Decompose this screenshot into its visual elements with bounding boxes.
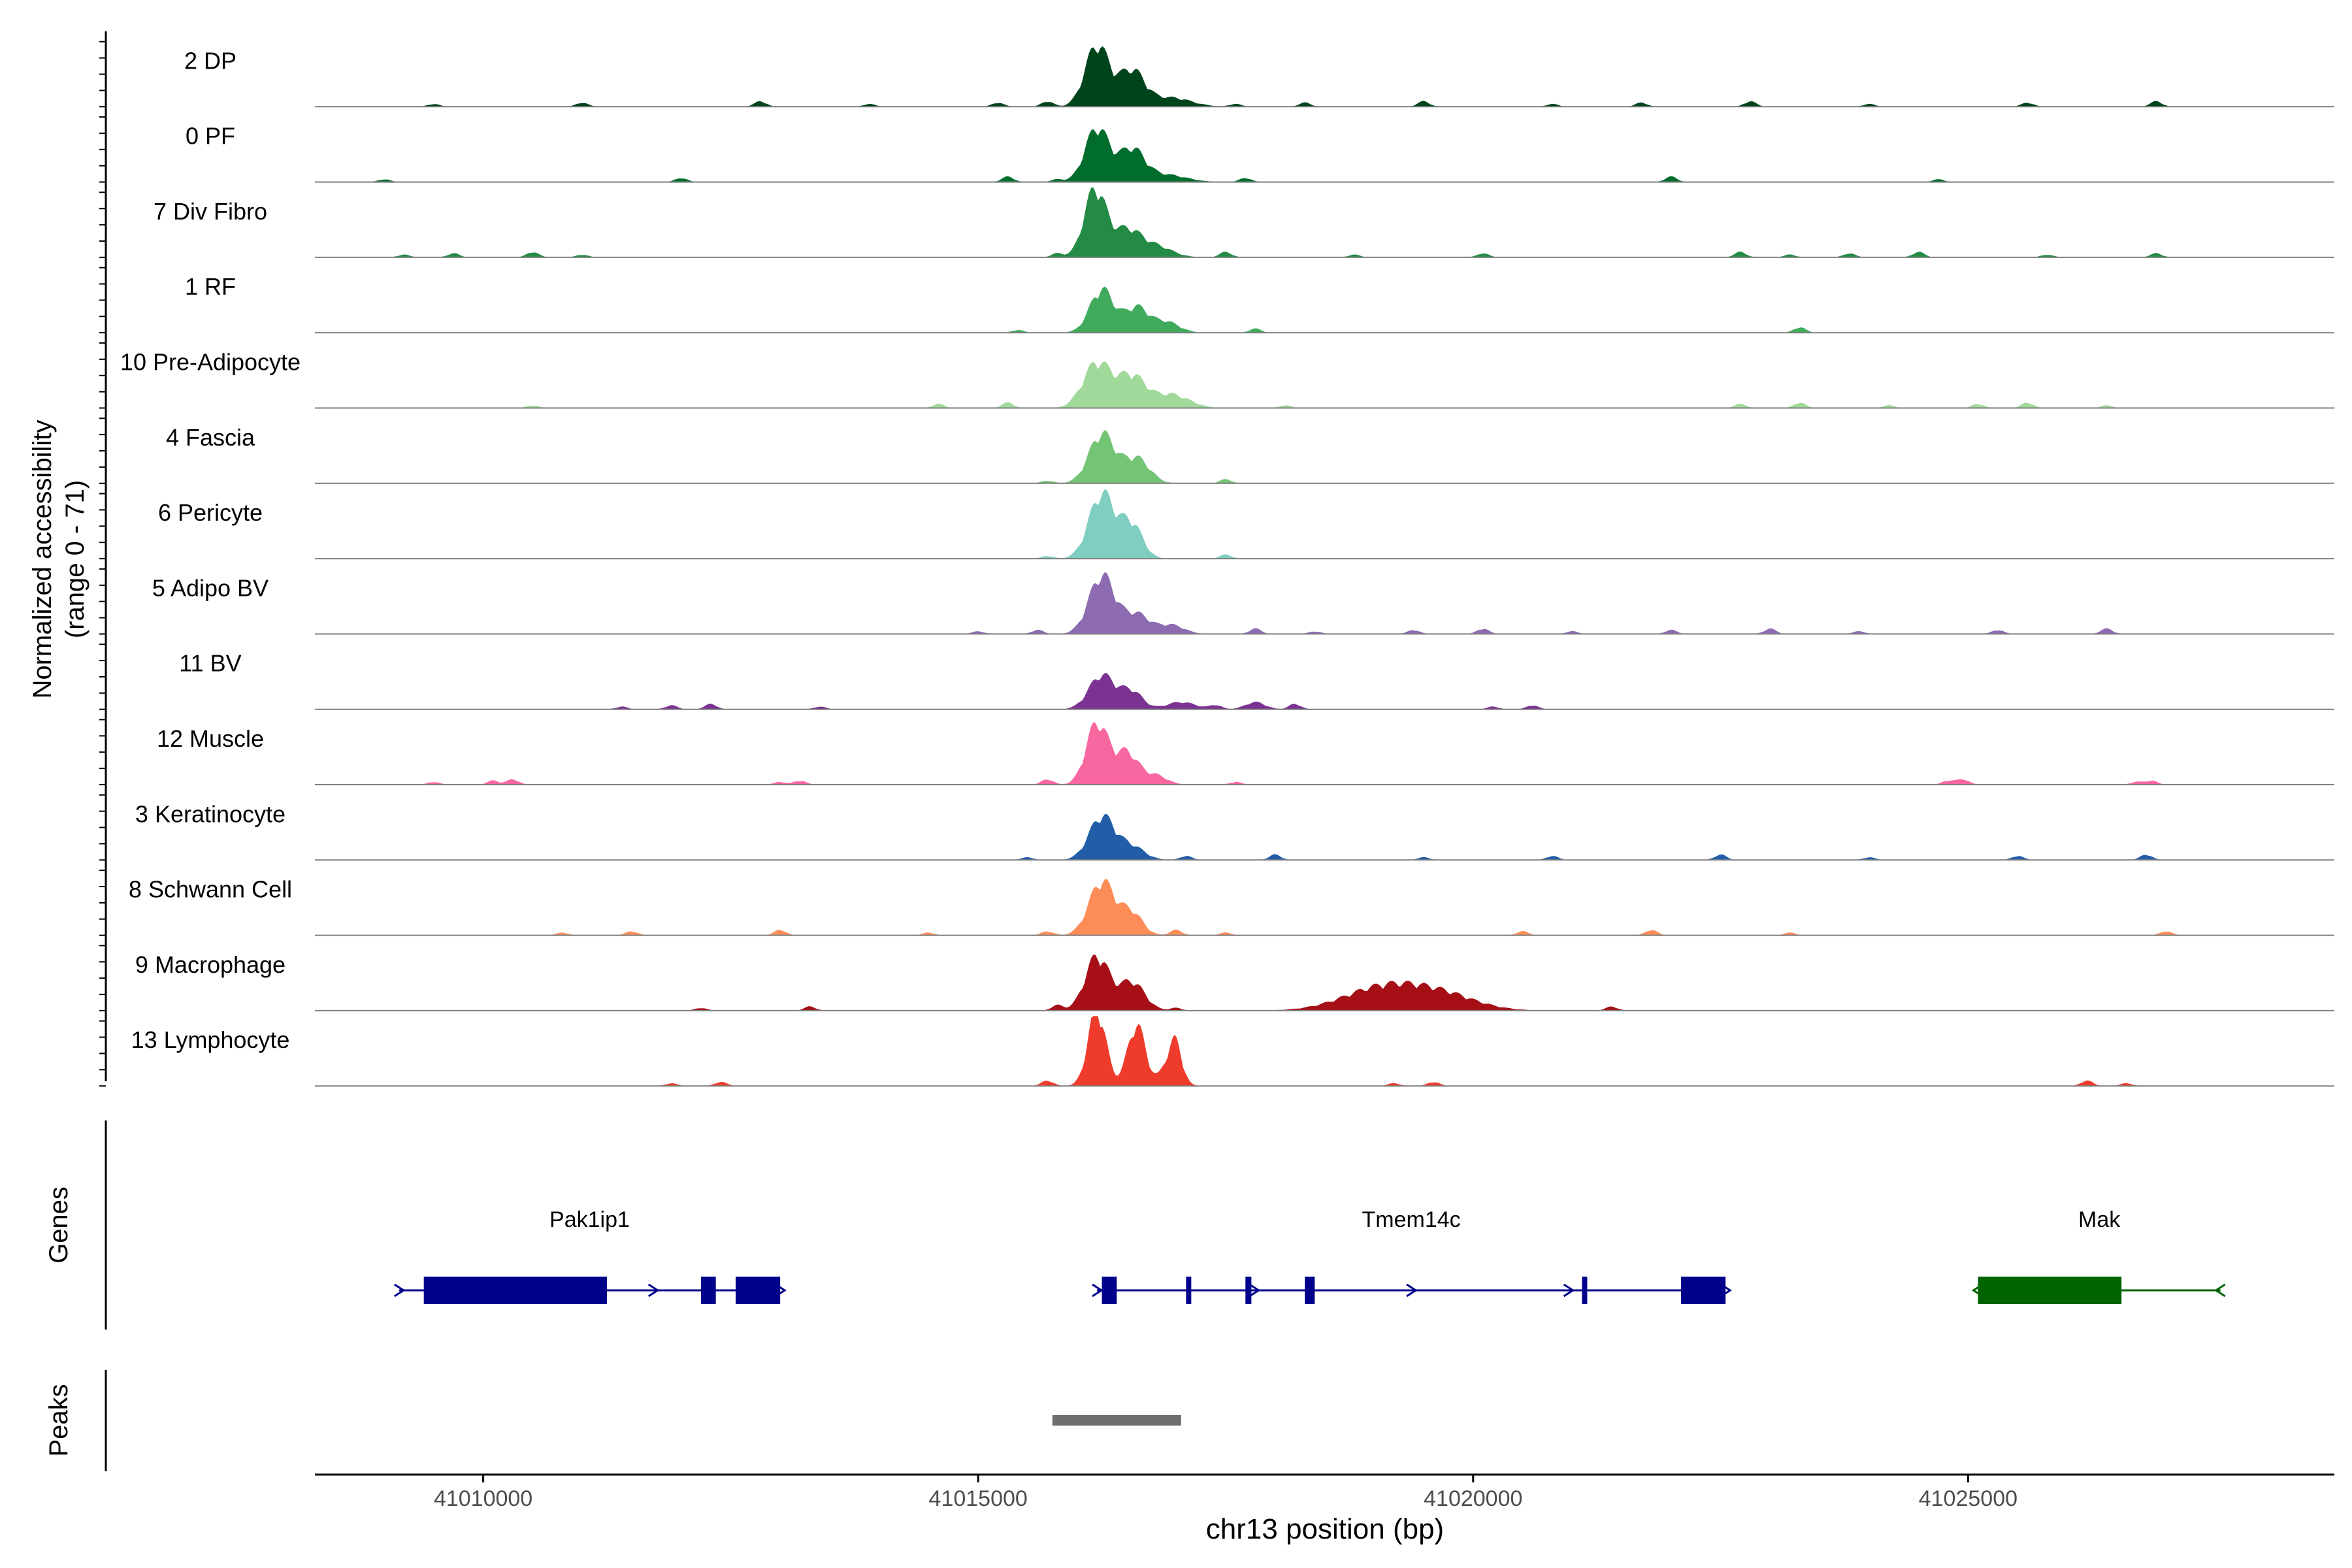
gene-exon	[1102, 1277, 1117, 1304]
gene-exon	[1186, 1277, 1192, 1304]
track-label: 1 RF	[185, 273, 236, 300]
track-label: 10 Pre-Adipocyte	[120, 349, 301, 376]
track-3: 7 Div Fibro	[154, 188, 2334, 258]
coverage-tracks: 2 DP 0 PF 7 Div Fibro 1 RF 10 Pre-Adipocyte 4…	[120, 46, 2334, 1087]
gene-exon	[1680, 1277, 1726, 1304]
track-label: 12 Muscle	[157, 725, 264, 752]
strand-arrow-icon	[1971, 1283, 1984, 1298]
track-label: 13 Lymphocyte	[131, 1026, 290, 1053]
track-4: 1 RF	[185, 273, 2334, 334]
track-label: 11 BV	[179, 650, 241, 677]
track-5: 10 Pre-Adipocyte	[120, 349, 2334, 409]
gene-exon	[1978, 1277, 2122, 1304]
x-tick-label: 41025000	[1919, 1486, 2017, 1511]
track-label: 6 Pericyte	[158, 499, 263, 526]
peaks-panel-label: Peaks	[44, 1384, 73, 1456]
gene-exon	[1305, 1277, 1315, 1304]
track-label: 4 Fascia	[166, 424, 255, 451]
track-14: 13 Lymphocyte	[131, 1016, 2334, 1087]
strand-arrow-icon	[2213, 1283, 2226, 1298]
gene-label: Tmem14c	[1362, 1207, 1461, 1232]
y-axis-range-label: (range 0 - 71)	[61, 480, 90, 638]
strand-arrow-icon	[1249, 1283, 1261, 1298]
gene-tmem14c: Tmem14c	[1092, 1207, 1732, 1304]
x-tick-label: 41015000	[929, 1486, 1028, 1511]
x-tick-label: 41010000	[434, 1486, 532, 1511]
strand-arrow-icon	[1720, 1283, 1732, 1298]
gene-mak: Mak	[1971, 1207, 2226, 1304]
track-1: 2 DP	[184, 46, 2334, 108]
track-label: 8 Schwann Cell	[129, 876, 292, 903]
x-axis-label: chr13 position (bp)	[1206, 1513, 1444, 1545]
track-label: 5 Adipo BV	[152, 574, 269, 601]
strand-arrow-icon	[1406, 1283, 1418, 1298]
strand-arrow-icon	[2093, 1283, 2104, 1298]
strand-arrow-icon	[521, 1283, 533, 1298]
track-11: 3 Keratinocyte	[135, 800, 2334, 861]
track-label: 7 Div Fibro	[154, 198, 267, 225]
gene-label: Mak	[2078, 1207, 2121, 1232]
gene-exon	[1245, 1277, 1252, 1304]
track-2: 0 PF	[186, 123, 2334, 183]
peak-region	[1052, 1415, 1181, 1426]
gene-exon	[1582, 1277, 1588, 1304]
track-label: 3 Keratinocyte	[135, 800, 286, 827]
track-13: 9 Macrophage	[135, 951, 2334, 1011]
strand-arrow-icon	[775, 1283, 787, 1298]
genes-panel-label: Genes	[44, 1186, 73, 1264]
track-label: 9 Macrophage	[135, 951, 286, 978]
gene-label: Pak1ip1	[549, 1207, 630, 1232]
track-9: 11 BV	[179, 650, 2334, 710]
strand-arrow-icon	[647, 1283, 660, 1298]
strand-arrow-icon	[393, 1283, 406, 1298]
track-6: 4 Fascia	[166, 424, 2334, 484]
track-12: 8 Schwann Cell	[129, 876, 2334, 936]
gene-exon	[735, 1277, 781, 1304]
track-7: 6 Pericyte	[158, 489, 2334, 560]
gene-exon	[700, 1277, 716, 1304]
x-tick-label: 41020000	[1424, 1486, 1522, 1511]
track-label: 0 PF	[186, 123, 235, 150]
peaks-track	[1052, 1415, 1181, 1426]
y-axis-label: Normalized accessibility	[28, 420, 57, 699]
strand-arrow-icon	[1092, 1283, 1103, 1298]
track-8: 5 Adipo BV	[152, 572, 2334, 635]
gene-pak1ip1: Pak1ip1	[393, 1207, 787, 1304]
strand-arrow-icon	[1563, 1283, 1575, 1298]
gene-exon	[423, 1277, 607, 1304]
track-10: 12 Muscle	[157, 722, 2334, 785]
x-axis-ticks: 41010000 41015000 41020000 41025000	[434, 1475, 2017, 1511]
track-label: 2 DP	[184, 47, 237, 74]
y-axis-ticks	[99, 41, 106, 1087]
gene-annotation-track: Pak1ip1 Tmem14c Mak	[393, 1207, 2226, 1304]
